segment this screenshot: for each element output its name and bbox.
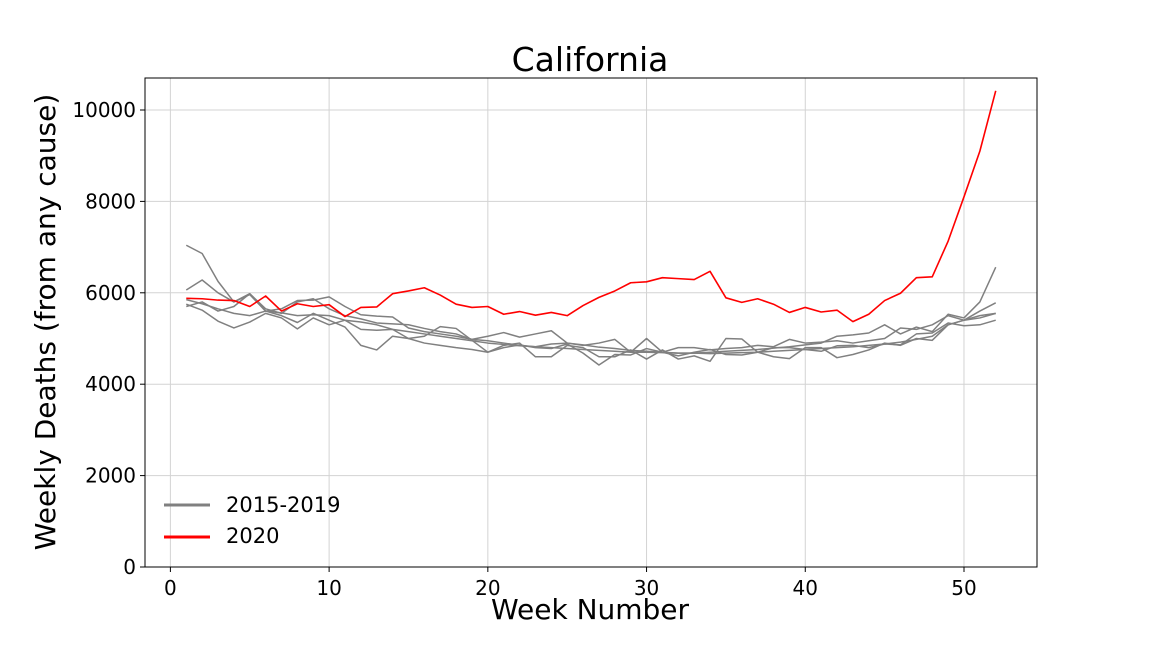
x-tick-label: 20 xyxy=(475,576,500,600)
y-tick-label: 10000 xyxy=(72,98,136,122)
x-axis-title: Week Number xyxy=(491,593,690,626)
series-line-2020-5 xyxy=(186,90,997,323)
series-line-2015-2019-3 xyxy=(186,303,996,366)
x-tick-label: 30 xyxy=(634,576,659,600)
series-line-2015-2019-2 xyxy=(186,298,997,363)
series-line-2015-2019-1 xyxy=(185,266,997,354)
series-line-2015-2019-4 xyxy=(186,292,996,353)
y-tick-label: 8000 xyxy=(85,189,136,213)
y-tick-label: 6000 xyxy=(85,281,136,305)
plot-lines xyxy=(185,90,997,366)
x-tick-label: 50 xyxy=(951,576,976,600)
x-tick-label: 0 xyxy=(164,576,177,600)
legend: 2015-2019 2020 xyxy=(164,493,340,548)
plot-frame xyxy=(144,77,1038,568)
y-axis-title: Weekly Deaths (from any cause) xyxy=(29,94,62,551)
legend-label-2020: 2020 xyxy=(226,524,279,548)
x-tick-label: 40 xyxy=(793,576,818,600)
y-tick-label: 2000 xyxy=(85,464,136,488)
y-tick-label: 4000 xyxy=(85,372,136,396)
y-tick-label: 0 xyxy=(123,555,136,579)
axis-ticks: 0 10 20 30 40 50 0 2000 4000 6000 8000 10000 xyxy=(72,98,976,600)
x-tick-label: 10 xyxy=(316,576,341,600)
chart-title: California xyxy=(512,40,669,79)
legend-label-2015-2019: 2015-2019 xyxy=(226,493,340,517)
